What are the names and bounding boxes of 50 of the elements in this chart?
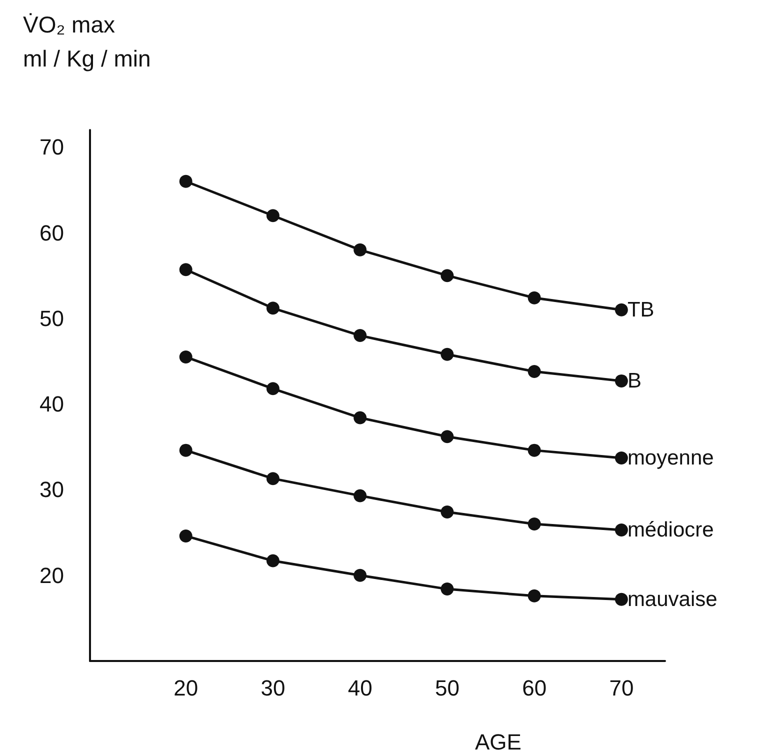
point xyxy=(528,365,541,378)
y-tick-label: 50 xyxy=(40,306,64,331)
point xyxy=(266,472,280,486)
point xyxy=(266,554,280,568)
y-tick-label: 60 xyxy=(40,220,64,246)
point xyxy=(440,269,454,282)
y-tick-label: 40 xyxy=(40,392,64,417)
chart-title: V̇O₂ max xyxy=(23,12,116,38)
y-tick-label: 30 xyxy=(40,477,64,502)
point xyxy=(440,505,454,518)
point xyxy=(440,430,454,444)
point xyxy=(354,568,367,582)
point xyxy=(614,452,628,465)
y-axis-title: ml / Kg / min xyxy=(23,46,151,72)
point xyxy=(614,592,628,606)
x-tick-label: 60 xyxy=(522,676,547,700)
point xyxy=(440,582,454,596)
point xyxy=(266,302,280,315)
point xyxy=(179,529,192,542)
series-label: mauvaise xyxy=(627,588,718,611)
x-tick-label: 30 xyxy=(260,676,286,700)
point xyxy=(179,350,192,364)
x-tick-label: 40 xyxy=(348,676,372,700)
point xyxy=(179,263,192,276)
x-tick-label: 70 xyxy=(609,676,634,700)
y-tick-label: 20 xyxy=(40,562,64,588)
point xyxy=(440,348,454,361)
series-label: B xyxy=(627,369,642,392)
series-label: TB xyxy=(627,298,654,322)
point xyxy=(528,589,541,602)
point xyxy=(179,444,192,457)
series-label: moyenne xyxy=(627,446,714,470)
point xyxy=(528,517,541,530)
point xyxy=(528,444,541,457)
point xyxy=(354,243,367,256)
point xyxy=(528,291,541,304)
point xyxy=(354,411,367,424)
x-axis-title: AGE xyxy=(475,730,522,753)
point xyxy=(354,489,367,502)
point xyxy=(354,329,367,342)
x-tick-label: 20 xyxy=(174,676,198,700)
series-label: médiocre xyxy=(627,518,714,542)
point xyxy=(266,209,280,222)
point xyxy=(614,303,628,316)
point xyxy=(179,174,192,188)
point xyxy=(614,374,628,388)
point xyxy=(614,523,628,536)
y-tick-label: 70 xyxy=(40,134,64,160)
x-tick-label: 50 xyxy=(434,676,460,700)
point xyxy=(266,382,280,396)
